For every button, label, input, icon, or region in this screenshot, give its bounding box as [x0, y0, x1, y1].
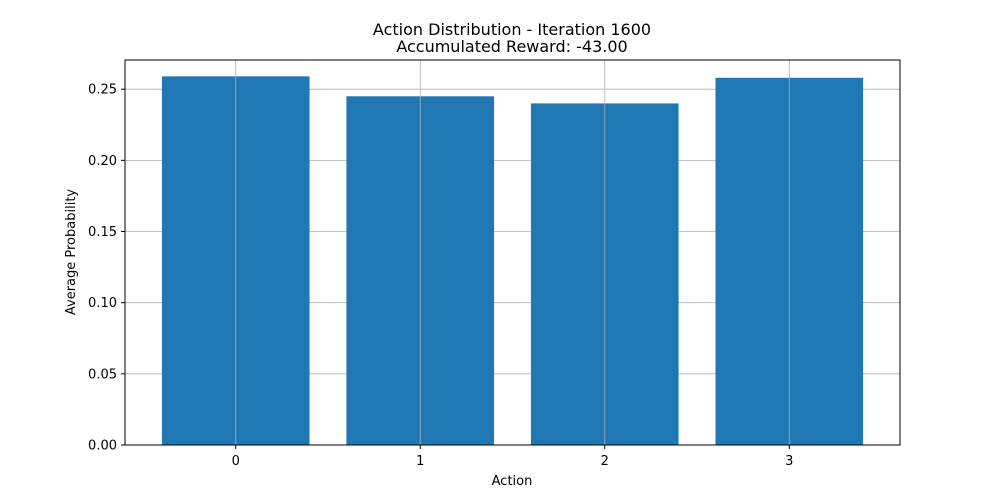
x-axis-ticks: 0 1 2 3: [232, 445, 793, 469]
bars: [161, 76, 864, 446]
x-tick-label: 2: [601, 454, 609, 469]
y-axis-label: Average Probability: [64, 189, 79, 316]
plot-area-frame: [124, 59, 901, 446]
y-tick-label: 0.15: [88, 225, 117, 240]
y-tick-label: 0.25: [88, 83, 117, 98]
y-tick-label: 0.10: [88, 296, 117, 311]
y-tick-label: 0.05: [88, 367, 117, 382]
x-axis-label: Action: [492, 474, 533, 489]
chart-title: Action Distribution - Iteration 1600: [373, 20, 651, 39]
chart-subtitle: Accumulated Reward: -43.00: [396, 37, 627, 56]
y-axis-ticks: 0.00 0.05 0.10 0.15 0.20 0.25: [88, 83, 125, 454]
x-tick-label: 0: [232, 454, 240, 469]
x-tick-label: 1: [416, 454, 424, 469]
x-tick-label: 3: [785, 454, 793, 469]
vertical-grid-lines: [235, 60, 790, 445]
y-tick-label: 0.00: [88, 439, 117, 454]
y-tick-label: 0.20: [88, 154, 117, 169]
